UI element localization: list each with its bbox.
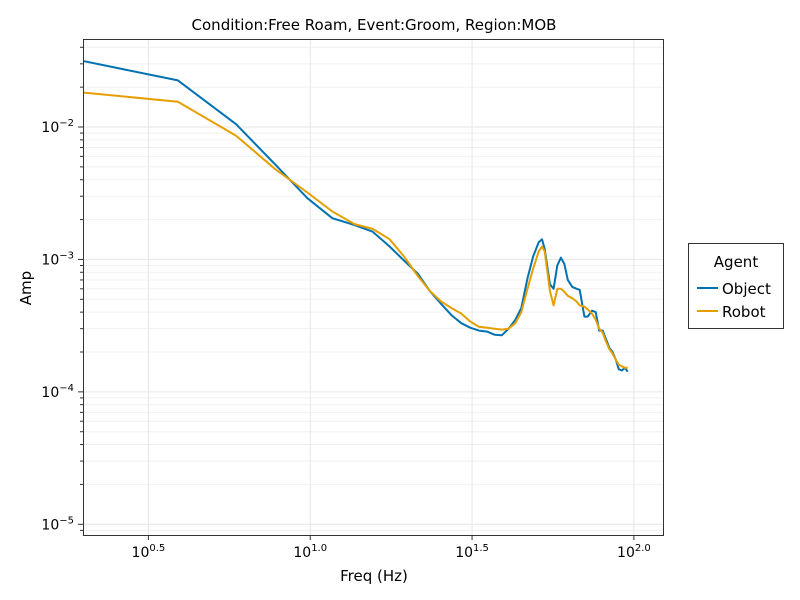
legend: Agent Object Robot <box>688 243 784 329</box>
x-axis-label: Freq (Hz) <box>340 567 408 585</box>
grid <box>84 40 663 535</box>
legend-title: Agent <box>714 253 759 271</box>
axis-ticks: 100.5 101.0 101.5 102.0 10−2 10−3 10−4 10−5 <box>41 46 651 561</box>
series-line-robot <box>83 91 628 369</box>
chart-title: Condition:Free Roam, Event:Groom, Region… <box>192 16 557 34</box>
legend-label-object: Object <box>722 280 771 298</box>
y-axis-label: Amp <box>17 271 35 305</box>
y-tick-label: 10−5 <box>41 515 74 533</box>
x-tick-label: 101.0 <box>293 543 327 561</box>
y-tick-label: 10−3 <box>41 250 74 268</box>
series-line-object <box>83 60 629 373</box>
x-tick-label: 101.5 <box>455 543 489 561</box>
y-tick-label: 10−4 <box>41 383 74 401</box>
series-lines <box>83 60 629 373</box>
x-tick-label: 100.5 <box>132 543 166 561</box>
x-tick-label: 102.0 <box>617 543 651 561</box>
legend-box <box>688 243 784 329</box>
plot-frame <box>83 39 664 536</box>
y-tick-label: 10−2 <box>41 118 74 136</box>
legend-label-robot: Robot <box>722 303 766 321</box>
